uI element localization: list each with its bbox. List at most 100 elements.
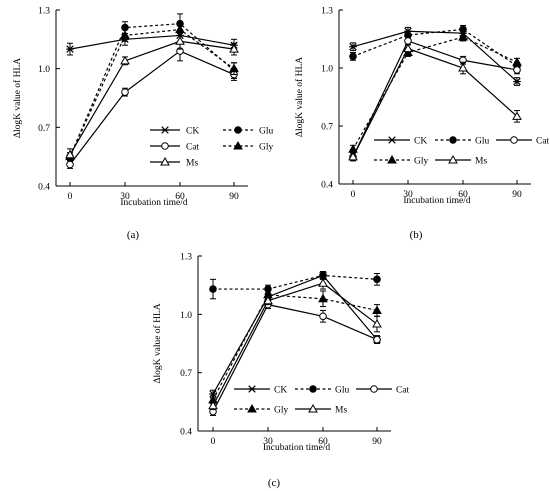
series-line — [212, 303, 378, 412]
legend-marker — [448, 154, 458, 164]
legend-label: CK — [186, 127, 199, 137]
legend-label: CK — [414, 137, 427, 147]
series-line — [352, 40, 518, 158]
series-ms — [208, 276, 382, 411]
x-axis: 0 30 60 90 — [56, 182, 248, 202]
data-point — [458, 32, 468, 41]
legend-marker — [233, 140, 243, 150]
series-line — [352, 30, 518, 82]
y-tick-label: 0.4 — [180, 428, 192, 438]
data-point — [229, 44, 239, 53]
x-tick-label: 60 — [458, 190, 468, 200]
y-tick-label: 1.0 — [38, 65, 50, 75]
data-point — [404, 37, 412, 45]
data-point — [229, 63, 239, 73]
legend-label: Gly — [414, 157, 429, 167]
y-tick-label: 0.7 — [321, 123, 333, 133]
series-line — [213, 274, 378, 290]
x-axis-label: Incubation time/d — [403, 196, 471, 206]
series-line — [212, 282, 378, 407]
legend-marker — [449, 136, 457, 144]
legend-marker — [308, 403, 318, 413]
legend-entry-ck: CK — [374, 136, 427, 147]
y-tick-label: 1.3 — [38, 7, 50, 17]
legend-marker — [309, 385, 317, 393]
legend-entry-glu: Glu — [223, 126, 274, 137]
legend-entry-ms: Ms — [295, 403, 347, 416]
legend-marker — [388, 136, 396, 144]
legend: CK Glu Cat Gly Ms — [234, 385, 410, 416]
y-tick-label: 0.4 — [321, 181, 333, 191]
legend-marker — [247, 403, 257, 413]
data-point — [513, 66, 521, 74]
data-point — [66, 45, 74, 53]
y-axis-label: ΔlogK value of HLA — [294, 57, 305, 137]
series-line — [212, 274, 378, 395]
x-tick-label: 30 — [263, 437, 273, 447]
legend-entry-ms: Ms — [435, 154, 487, 167]
x-tick-label: 30 — [120, 192, 130, 202]
y-tick-label: 0.4 — [38, 183, 50, 193]
data-point — [318, 278, 328, 287]
panel-label-b: (b) — [410, 229, 423, 241]
data-point — [459, 25, 467, 34]
x-axis-label: Incubation time/d — [263, 443, 331, 453]
legend-label: Ms — [186, 159, 198, 169]
data-point — [348, 151, 358, 161]
data-point — [372, 319, 382, 328]
legend-marker — [161, 126, 169, 134]
data-point — [458, 62, 468, 72]
series-line — [69, 40, 235, 156]
x-tick-label: 30 — [403, 190, 413, 200]
data-point — [120, 30, 130, 39]
legend-entry-cat: Cat — [150, 142, 200, 153]
legend: CK Glu Cat Gly Ms — [150, 126, 274, 169]
legend-marker — [370, 385, 378, 393]
legend-entry-gly: Gly — [234, 403, 289, 416]
data-point — [512, 111, 522, 120]
legend-label: Cat — [186, 143, 200, 153]
y-tick-label: 0.7 — [180, 369, 192, 379]
legend-entry-ck: CK — [234, 385, 287, 396]
y-tick-label: 1.0 — [321, 65, 333, 75]
series-line — [69, 23, 235, 157]
x-tick-label: 90 — [512, 190, 522, 200]
series-line — [352, 28, 518, 67]
chart-panel-1: 0.4 0.7 1.0 1.3 0 30 60 90 Incubation time/d Δlog… — [12, 7, 274, 209]
series-line — [69, 34, 235, 50]
y-axis: 0.4 0.7 1.0 1.3 — [38, 7, 60, 193]
legend-label: Gly — [259, 143, 274, 153]
data-point — [513, 77, 521, 86]
legend-entry-ms: Ms — [150, 156, 198, 169]
legend-label: Ms — [335, 406, 347, 416]
data-point — [209, 285, 217, 293]
y-axis-label: ΔlogK value of HLA — [152, 303, 163, 383]
data-point — [175, 36, 185, 45]
legend-label: Cat — [536, 137, 550, 147]
legend-marker — [161, 142, 169, 150]
legend-entry-cat: Cat — [356, 385, 410, 396]
data-point — [65, 149, 75, 159]
chart-panel-3: 0.4 0.7 1.0 1.3 0 30 60 90 Incubation time/d Δlog… — [152, 253, 410, 454]
legend-label: Glu — [475, 137, 490, 147]
y-tick-label: 1.0 — [180, 311, 192, 321]
y-tick-label: 0.7 — [38, 124, 50, 134]
x-axis-label: Incubation time/d — [120, 198, 188, 208]
data-point — [66, 160, 74, 169]
data-point — [349, 52, 357, 61]
series-line — [352, 47, 518, 158]
legend: CK Glu Cat Gly Ms — [374, 136, 550, 167]
legend-label: Glu — [335, 386, 350, 396]
legend-label: Cat — [396, 386, 410, 396]
x-tick-label: 90 — [229, 192, 239, 202]
data-point — [403, 43, 413, 53]
legend-label: Gly — [274, 406, 289, 416]
data-point — [512, 57, 522, 66]
x-tick-label: 90 — [372, 437, 382, 447]
y-tick-label: 1.3 — [321, 7, 333, 17]
legend-label: Glu — [259, 127, 274, 137]
series-line — [352, 36, 518, 150]
data-point — [263, 295, 273, 305]
